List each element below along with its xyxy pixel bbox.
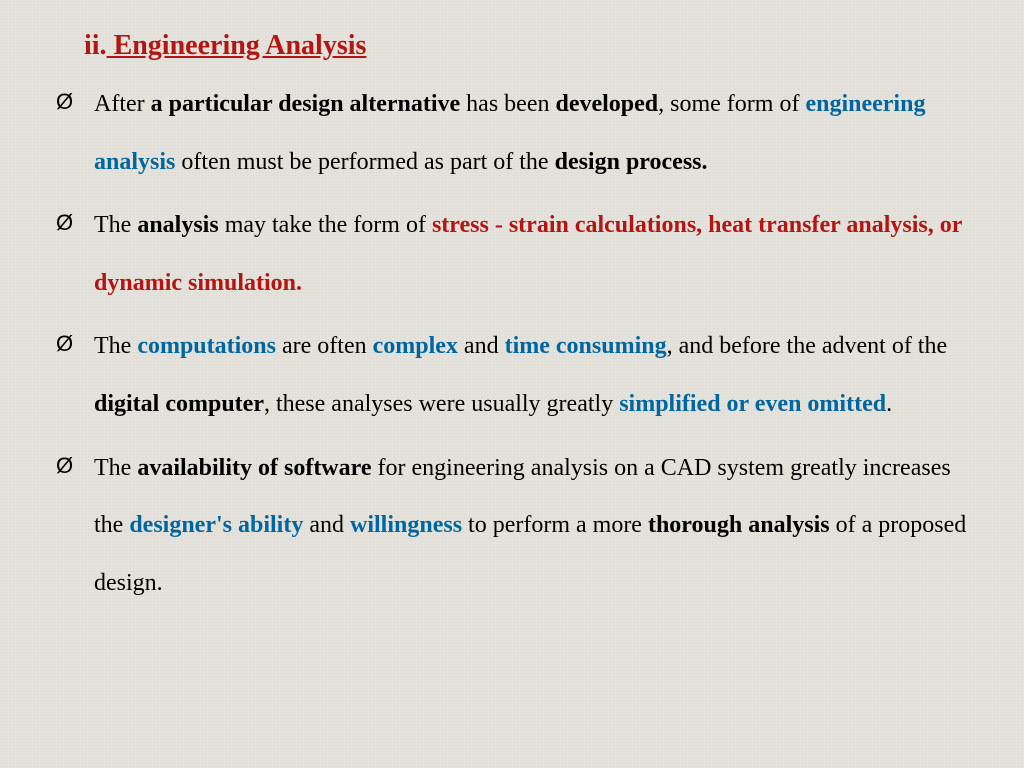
text-run: The: [94, 455, 137, 481]
text-run: availability of software: [137, 455, 371, 481]
text-run: complex: [373, 333, 458, 359]
text-run: may take the form of: [219, 212, 432, 238]
text-run: has been: [460, 91, 555, 117]
text-run: thorough analysis: [648, 512, 830, 538]
text-run: digital computer: [94, 391, 264, 417]
text-run: willingness: [350, 512, 462, 538]
text-run: .: [886, 391, 892, 417]
bullet-item: The analysis may take the form of stress…: [50, 197, 974, 312]
slide-heading: ii. Engineering Analysis: [84, 30, 974, 62]
text-run: a particular design alternative: [151, 91, 461, 117]
text-run: , these analyses were usually greatly: [264, 391, 619, 417]
text-run: The: [94, 212, 137, 238]
text-run: The: [94, 333, 137, 359]
text-run: are often: [276, 333, 373, 359]
text-run: analysis: [137, 212, 218, 238]
text-run: design process.: [555, 149, 708, 175]
text-run: time consuming: [505, 333, 667, 359]
text-run: to perform a more: [462, 512, 648, 538]
text-run: and: [458, 333, 505, 359]
slide-content: ii. Engineering Analysis After a particu…: [0, 0, 1024, 768]
heading-prefix: ii.: [84, 30, 107, 61]
bullet-list: After a particular design alternative ha…: [50, 76, 974, 612]
text-run: designer's ability: [129, 512, 303, 538]
text-run: simplified or even omitted: [619, 391, 886, 417]
text-run: and: [303, 512, 350, 538]
text-run: , some form of: [658, 91, 805, 117]
heading-title: Engineering Analysis: [107, 30, 367, 61]
text-run: computations: [137, 333, 276, 359]
text-run: developed: [555, 91, 658, 117]
text-run: After: [94, 91, 151, 117]
text-run: , and before the advent of the: [667, 333, 948, 359]
bullet-item: The computations are often complex and t…: [50, 318, 974, 433]
bullet-item: The availability of software for enginee…: [50, 440, 974, 613]
bullet-item: After a particular design alternative ha…: [50, 76, 974, 191]
text-run: often must be performed as part of the: [175, 149, 554, 175]
